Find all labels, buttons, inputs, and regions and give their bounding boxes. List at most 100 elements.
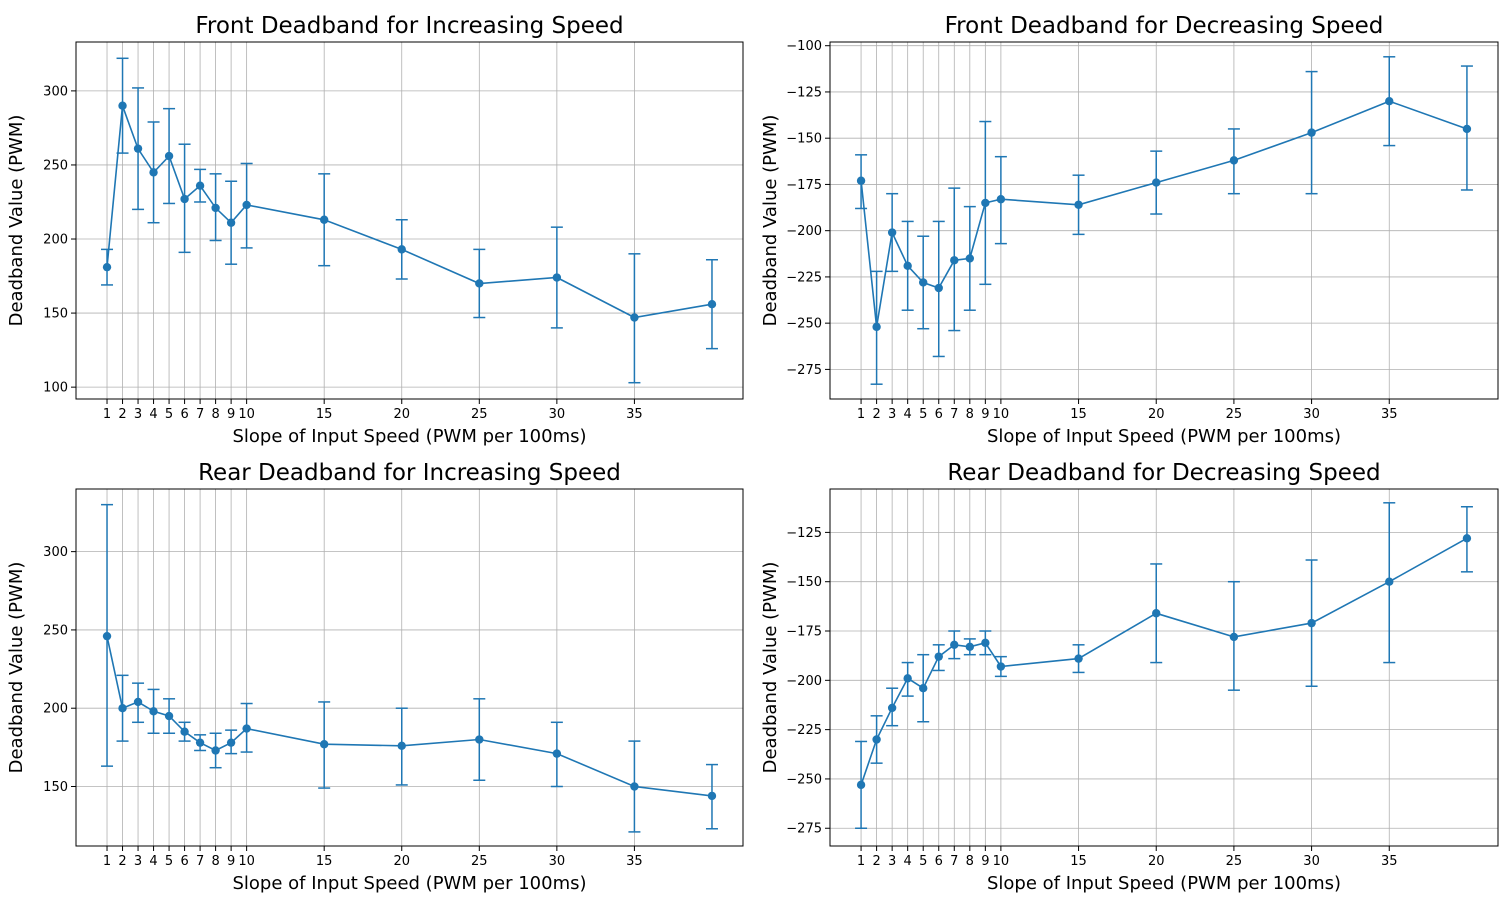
data-point: [1462, 534, 1472, 543]
y-tick-label: −150: [786, 575, 822, 590]
data-point: [118, 101, 127, 110]
x-tick-label: 25: [1226, 407, 1243, 422]
y-tick-label: 200: [43, 233, 68, 248]
x-tick-label: 10: [993, 854, 1010, 869]
x-tick-label: 6: [180, 407, 188, 422]
x-tick-label: 9: [227, 407, 235, 422]
data-point: [319, 740, 329, 749]
y-tick-label: 300: [43, 545, 68, 560]
data-point: [996, 195, 1006, 204]
data-point: [164, 151, 174, 161]
chart-panel-3: 1 2 3 4 5 6 7 8 9 10 15 20 25 30 35 150 200 250 300 Rear De…: [6, 460, 744, 894]
data-series: [855, 56, 1473, 385]
data-point: [872, 322, 881, 332]
data-point: [195, 181, 205, 190]
x-tick-label: 20: [393, 854, 410, 869]
data-point: [149, 707, 158, 716]
data-point: [211, 203, 220, 213]
data-point: [965, 254, 975, 263]
grid: [76, 489, 743, 846]
y-tick-label: −125: [786, 85, 822, 100]
x-tick-label: 3: [134, 854, 142, 869]
x-tick-label: 6: [935, 854, 943, 869]
x-tick-label: 20: [1148, 407, 1165, 422]
data-point: [1074, 654, 1083, 663]
axes-frame: [75, 41, 744, 400]
grid: [830, 489, 1498, 846]
x-tick-label: 35: [626, 407, 643, 422]
chart-panel-1: 1 2 3 4 5 6 7 8 9 10 15 20 25 30 35 100 150 200 250 300 Fron…: [6, 13, 744, 447]
data-point: [630, 313, 639, 322]
data-point: [872, 735, 881, 744]
data-point: [319, 215, 329, 224]
x-tick-label: 4: [904, 854, 912, 869]
chart-panel-4: 1 2 3 4 5 6 7 8 9 10 15 20 25 30 35 −275 −250 −225 −200 −17…: [760, 460, 1499, 894]
data-point: [475, 279, 484, 288]
x-tick-label: 30: [1303, 407, 1320, 422]
y-axis-label: Deadband Value (PWM): [760, 115, 781, 327]
data-point: [856, 780, 866, 790]
data-point: [1385, 577, 1394, 586]
x-tick-label: 25: [471, 854, 488, 869]
x-axis-label: Slope of Input Speed (PWM per 100ms): [232, 873, 586, 894]
data-point: [1229, 632, 1239, 642]
y-tick-label: 300: [43, 84, 68, 99]
x-tick-label: 30: [549, 407, 566, 422]
data-point: [118, 704, 127, 713]
x-tick-label: 7: [950, 854, 958, 869]
x-tick-label: 2: [872, 407, 880, 422]
axes-frame: [829, 41, 1499, 400]
x-tick-label: 35: [1381, 407, 1398, 422]
x-axis-label: Slope of Input Speed (PWM per 100ms): [232, 426, 586, 447]
y-tick-label: −100: [786, 39, 822, 54]
series-line: [106, 105, 713, 319]
x-tick-label: 4: [149, 854, 157, 869]
data-point: [1229, 156, 1239, 165]
chart-title: Front Deadband for Decreasing Speed: [945, 13, 1384, 39]
data-point: [903, 261, 912, 271]
x-tick-label: 5: [919, 854, 927, 869]
y-tick-label: 200: [43, 702, 68, 717]
data-point: [950, 256, 959, 265]
x-tick-label: 2: [118, 854, 126, 869]
x-tick-label: 30: [1303, 854, 1320, 869]
data-point: [242, 200, 251, 210]
series-line: [860, 100, 1468, 328]
x-tick-label: 5: [919, 407, 927, 422]
chart-panel-2: 1 2 3 4 5 6 7 8 9 10 15 20 25 30 35 −275 −250 −225 −200 −17…: [760, 13, 1499, 447]
data-point: [226, 218, 236, 227]
y-tick-label: −125: [786, 526, 822, 541]
x-tick-label: 4: [149, 407, 157, 422]
data-series: [855, 502, 1473, 829]
x-tick-label: 6: [180, 854, 188, 869]
data-point: [1152, 609, 1161, 618]
chart-title: Rear Deadband for Increasing Speed: [198, 460, 621, 486]
x-tick-label: 10: [238, 854, 255, 869]
data-point: [934, 283, 943, 293]
y-tick-label: 150: [43, 780, 68, 795]
x-tick-label: 15: [1070, 407, 1087, 422]
data-point: [965, 642, 975, 651]
x-tick-label: 10: [238, 407, 255, 422]
y-tick-label: 150: [43, 307, 68, 322]
y-tick-label: −250: [786, 772, 822, 787]
x-tick-label: 8: [211, 407, 219, 422]
x-axis-label: Slope of Input Speed (PWM per 100ms): [987, 873, 1341, 894]
data-series: [101, 57, 718, 384]
data-point: [180, 194, 189, 204]
data-point: [1307, 128, 1316, 137]
data-point: [630, 782, 639, 791]
y-tick-label: −225: [786, 270, 822, 285]
y-tick-label: 250: [43, 158, 68, 173]
y-axis-label: Deadband Value (PWM): [760, 562, 781, 774]
data-point: [887, 703, 897, 713]
data-point: [919, 684, 928, 693]
x-tick-label: 8: [966, 854, 974, 869]
chart-title: Front Deadband for Increasing Speed: [195, 13, 623, 39]
chart-title: Rear Deadband for Decreasing Speed: [947, 460, 1380, 486]
x-tick-label: 2: [872, 854, 880, 869]
data-point: [1385, 96, 1394, 106]
x-tick-label: 5: [165, 854, 173, 869]
data-point: [1307, 618, 1316, 628]
